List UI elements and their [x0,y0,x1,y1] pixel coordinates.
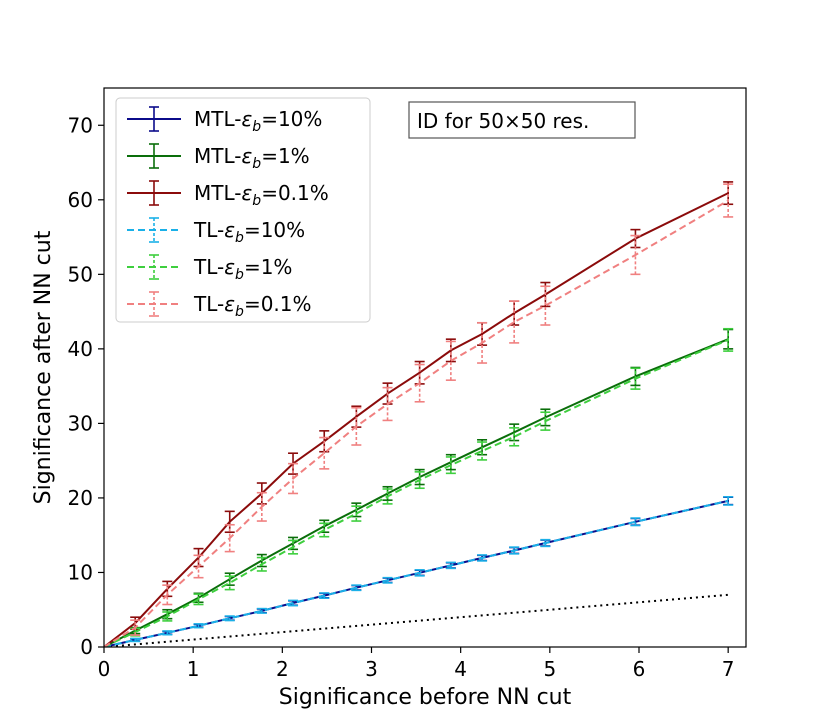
error-bar [509,427,520,447]
error-bar [193,623,204,629]
error-bar [193,593,204,606]
series-5 [104,183,734,647]
error-bar [382,576,393,584]
legend-label: MTL-εb=1% [194,144,310,172]
y-tick-label: 20 [68,486,93,510]
error-bar [288,599,299,607]
legend-item: TL-εb=10% [127,217,305,246]
legend: MTL-εb=10% MTL-εb=1% MTL-εb=0.1% TL-εb=10% T… [115,97,371,323]
error-bar [130,619,141,636]
error-bar [477,321,488,364]
legend-items: MTL-εb=10% MTL-εb=1% MTL-εb=0.1% TL-εb=10% T… [127,106,329,320]
y-tick-label: 0 [80,635,93,659]
error-bar [288,462,299,495]
legend-item: MTL-εb=1% [127,143,310,172]
error-bar [540,285,551,326]
series-3 [104,496,734,647]
error-bar [288,539,299,555]
error-bar [540,538,551,548]
error-bar [162,630,173,636]
error-bar [224,523,235,553]
annotation-text: ID for 50×50 res. [417,109,589,133]
series-line [104,199,729,647]
error-bar [162,611,173,622]
error-bar [445,561,456,570]
error-bar [319,592,330,599]
data-layer [104,181,734,647]
y-tick-label: 70 [68,113,93,137]
error-bar [351,584,362,592]
x-tick-label: 2 [276,657,289,681]
y-axis-title: Significance after NN cut [31,230,56,504]
error-bar [256,491,267,522]
error-bar [382,386,393,422]
error-bar [445,340,456,381]
x-tick-label: 3 [365,657,378,681]
error-bar [256,607,267,614]
error-bar [414,569,425,577]
legend-label: TL-εb=10% [193,218,305,246]
error-bar [540,411,551,431]
error-bar [162,584,173,606]
x-tick-label: 6 [633,657,646,681]
error-bar [630,517,641,527]
x-tick-label: 0 [98,657,111,681]
annotation-frame [408,101,636,139]
legend-item: TL-εb=0.1% [127,291,312,320]
x-axis-title: Significance before NN cut [279,685,572,710]
y-tick-label: 60 [68,188,93,212]
y-tick-label: 50 [68,262,93,286]
error-bar [130,637,141,643]
y-tick-label: 40 [68,337,93,361]
error-bar [445,456,456,475]
error-bar [319,522,330,538]
error-bar [723,327,734,352]
legend-item: MTL-εb=0.1% [127,180,329,209]
plot-frame [103,87,747,648]
y-tick-label: 10 [68,560,93,584]
x-tick-label: 5 [543,657,556,681]
series-4 [104,327,734,647]
error-bar [382,488,393,505]
error-bar [319,436,330,470]
error-bar [224,615,235,622]
legend-label: TL-εb=0.1% [193,292,312,320]
error-bar [630,234,641,276]
error-bar [723,496,734,506]
legend-label: MTL-εb=10% [194,107,322,135]
y-tick-label: 30 [68,411,93,435]
x-tick-label: 4 [454,657,467,681]
x-tick-label: 1 [187,657,200,681]
error-bar [509,300,520,344]
annotation-box: ID for 50×50 res. [408,101,636,139]
error-bar [477,441,488,461]
error-bar [256,556,267,572]
error-bar [630,367,641,390]
error-bar [224,575,235,591]
legend-item: TL-εb=1% [127,254,292,283]
error-bar [414,471,425,490]
legend-item: MTL-εb=10% [127,106,322,135]
error-bar [723,183,734,218]
error-bar [193,554,204,579]
series-line [104,338,729,647]
error-bar [414,363,425,403]
error-bar [351,406,362,446]
error-bar [477,554,488,562]
legend-label: TL-εb=1% [193,255,292,283]
legend-label: MTL-εb=0.1% [194,181,329,209]
legend-frame [115,97,371,323]
reference-line [104,593,729,647]
error-bar [509,546,520,555]
x-tick-label: 7 [722,657,735,681]
plot-area [104,181,734,647]
error-bar [351,505,362,522]
